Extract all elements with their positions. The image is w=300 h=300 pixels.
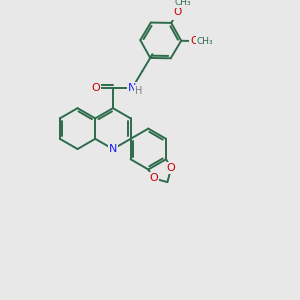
Text: H: H [135,85,142,95]
Text: O: O [190,36,198,46]
Text: CH₃: CH₃ [175,0,191,8]
Text: O: O [149,173,158,183]
Text: N: N [128,83,136,93]
Text: O: O [91,83,100,93]
Text: O: O [174,7,182,17]
Text: CH₃: CH₃ [196,37,213,46]
Text: O: O [167,163,176,173]
Text: N: N [109,144,117,154]
